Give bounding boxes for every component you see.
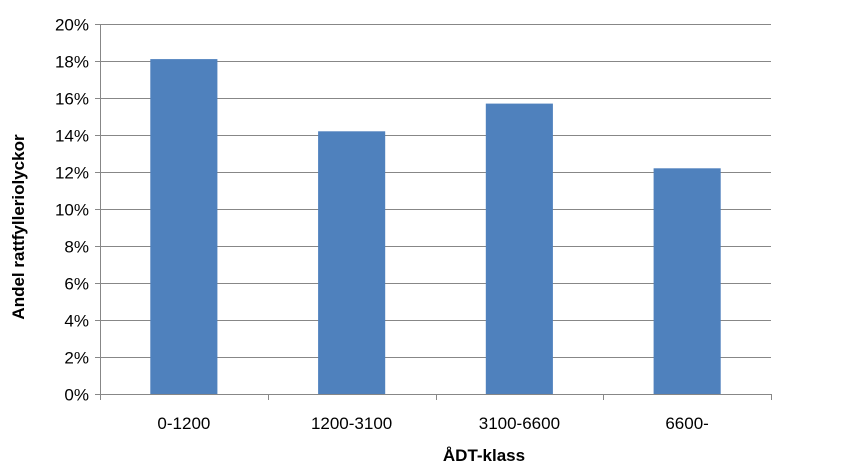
y-tick-label: 18%	[55, 53, 89, 72]
y-tick-label: 8%	[64, 238, 89, 257]
y-tick-label: 12%	[55, 164, 89, 183]
y-tick-label: 20%	[55, 16, 89, 35]
y-tick-label: 10%	[55, 201, 89, 220]
y-tick-label: 14%	[55, 127, 89, 146]
y-tick-labels: 0% 2% 4% 6% 8% 10% 12% 14% 16% 18% 20%	[55, 16, 89, 405]
bar-1200-3100	[318, 131, 386, 395]
y-axis-title: Andel rattfylleriolyckor	[9, 134, 28, 320]
y-tick-label: 4%	[64, 312, 89, 331]
y-tick-label: 0%	[64, 386, 89, 405]
x-tick-label: 1200-3100	[311, 414, 392, 433]
bar-0-1200	[150, 59, 218, 394]
bar-6600-	[653, 168, 721, 394]
y-tick-label: 6%	[64, 275, 89, 294]
bars	[150, 59, 721, 395]
y-tick-label: 2%	[64, 349, 89, 368]
axes	[95, 24, 772, 400]
x-tick-label: 6600-	[665, 414, 708, 433]
bar-3100-6600	[485, 103, 553, 394]
x-tick-labels: 0-1200 1200-3100 3100-6600 6600-	[157, 414, 708, 433]
y-tick-label: 16%	[55, 90, 89, 109]
x-tick-label: 0-1200	[157, 414, 210, 433]
x-axis-title: ÅDT-klass	[443, 446, 525, 465]
x-tick-label: 3100-6600	[479, 414, 560, 433]
